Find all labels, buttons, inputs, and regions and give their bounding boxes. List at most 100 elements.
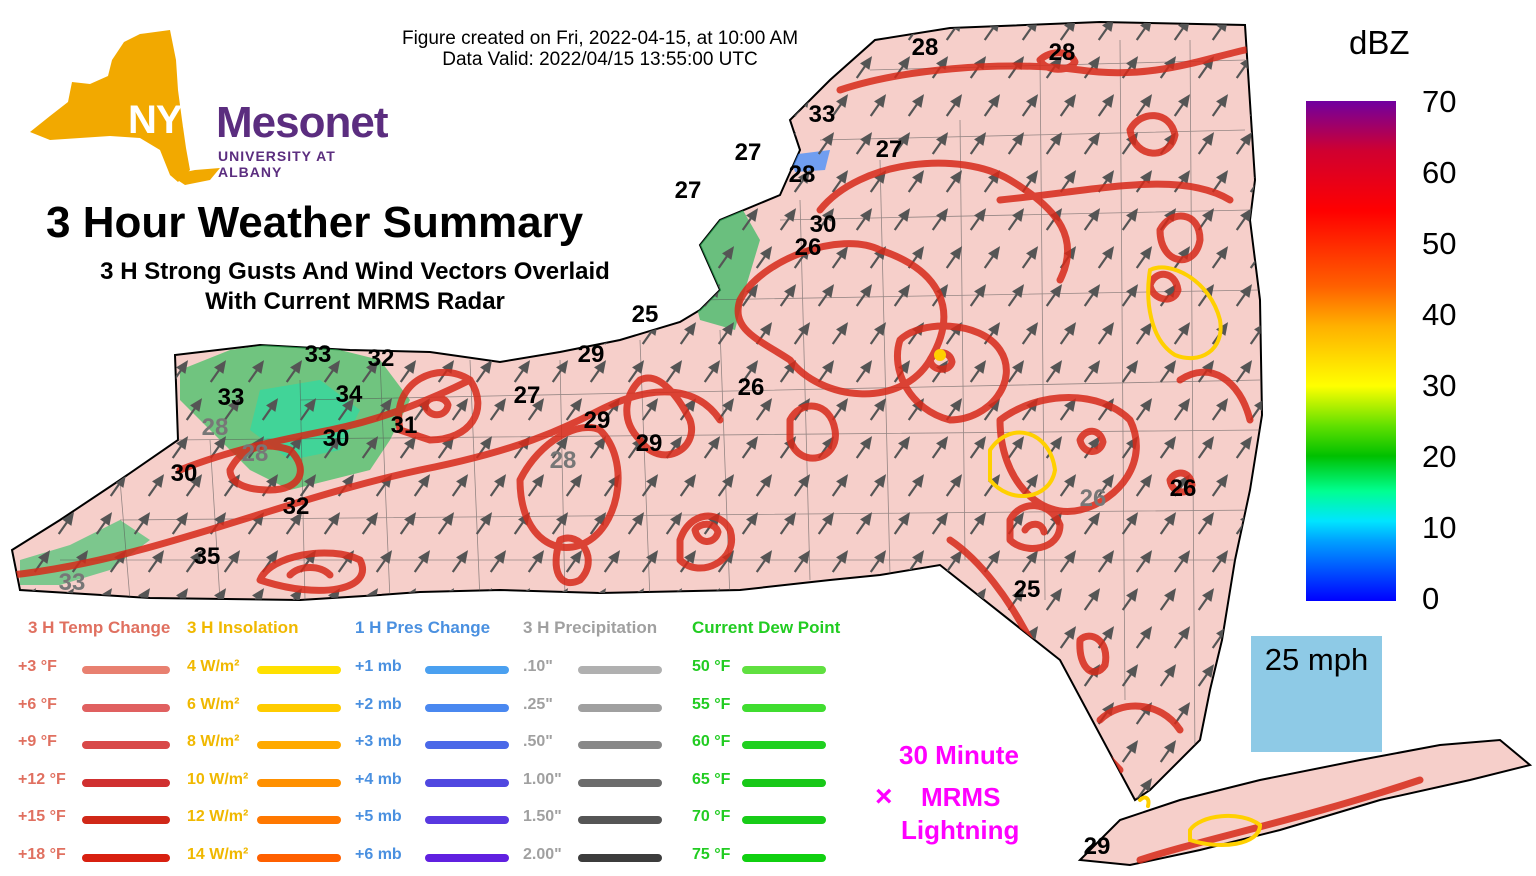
wind-vector-head	[456, 170, 469, 184]
wind-vector	[869, 630, 884, 649]
colorbar-tick: 20	[1422, 439, 1457, 474]
gust-label: 34	[336, 381, 363, 408]
wind-vector	[969, 668, 984, 687]
wind-vector-head	[760, 170, 773, 184]
wind-vector-head	[974, 436, 987, 450]
wind-vector	[703, 136, 718, 155]
wind-vector-head	[594, 436, 607, 450]
wind-vector-head	[760, 322, 773, 336]
wind-vector	[185, 326, 200, 345]
wind-vector	[551, 136, 566, 155]
legend-row-label: +3 °F	[18, 658, 57, 675]
wind-vector-head	[480, 436, 493, 450]
legend-row-label: 10 W/m²	[187, 770, 249, 788]
wind-vector-head	[974, 132, 987, 146]
wind-vector	[375, 326, 390, 345]
wind-vector-head	[380, 398, 393, 412]
legend-row: .10"	[523, 658, 698, 682]
lightning-legend-line-2: MRMS	[921, 782, 1001, 812]
wind-vector-head	[974, 512, 987, 526]
wind-vector	[717, 98, 732, 117]
wind-vector	[475, 136, 490, 155]
legend-row: +1 mb	[355, 658, 530, 682]
wind-vector-head	[266, 474, 279, 488]
wind-vector	[109, 326, 124, 345]
wind-vector-head	[76, 322, 89, 336]
gust-label: 29	[636, 430, 663, 457]
wind-vector	[413, 98, 428, 117]
wind-vector	[1275, 62, 1286, 78]
wind-vector-head	[456, 398, 469, 412]
wind-vector-head	[190, 322, 203, 336]
wind-vector-head	[746, 588, 759, 602]
wind-vector	[869, 22, 884, 41]
wind-vector-head	[822, 208, 835, 222]
wind-vector	[19, 364, 34, 383]
wind-vector-head	[190, 474, 203, 488]
gust-label: 26	[1080, 485, 1107, 512]
wind-vector-head	[556, 512, 569, 526]
wind-vector	[19, 516, 34, 535]
wind-vector-head	[1294, 248, 1302, 258]
wind-vector-head	[1012, 436, 1025, 450]
wind-vector	[831, 22, 846, 41]
wind-vector-head	[860, 436, 873, 450]
wind-vector-head	[1012, 512, 1025, 526]
legend-row: 10 W/m²	[187, 771, 362, 795]
gust-label: 30	[323, 425, 350, 452]
gust-label: 26	[738, 374, 765, 401]
legend-row: 70 °F	[692, 808, 867, 832]
legend-row-swatch	[425, 741, 509, 749]
legend-row-label: 65 °F	[692, 770, 731, 788]
wind-vector	[907, 782, 922, 800]
gust-label: 28	[1049, 39, 1076, 66]
wind-vector-head	[138, 360, 151, 374]
wind-vector	[817, 592, 832, 611]
legend-column: 3 H Insolation 4 W/m² 6 W/m² 8 W/m² 10 W/m² 1…	[187, 618, 357, 863]
wind-vector-head	[974, 360, 987, 374]
wind-vector-head	[608, 246, 621, 260]
wind-vector-head	[1026, 94, 1039, 108]
logo-nys-text: NYS	[128, 98, 208, 142]
wind-vector-head	[1178, 778, 1191, 792]
legend-row: +9 °F	[18, 733, 193, 757]
legend-row-label: 60 °F	[692, 733, 731, 750]
wind-vector	[983, 630, 998, 649]
wind-vector-head	[950, 626, 963, 640]
wind-vector	[641, 98, 656, 117]
legend-row: 75 °F	[692, 846, 867, 870]
wind-vector-head	[950, 170, 963, 184]
legend-row: +2 mb	[355, 696, 530, 720]
gust-label: 31	[391, 412, 418, 439]
wind-speed-key: 25 mph	[1251, 636, 1382, 752]
legend-row: 55 °F	[692, 696, 867, 720]
wind-vector-head	[190, 398, 203, 412]
wind-vector-head	[784, 132, 797, 146]
wind-vector	[779, 592, 794, 611]
wind-vector-head	[936, 208, 949, 222]
legend-row-swatch	[742, 703, 826, 712]
wind-vector-head	[214, 436, 227, 450]
legend-row-label: 4 W/m²	[187, 658, 240, 675]
legend-row-label: +2 mb	[355, 695, 402, 713]
colorbar-tick: 0	[1422, 581, 1440, 616]
wind-vector-head	[1126, 740, 1139, 754]
wind-vector-head	[1102, 170, 1115, 184]
wind-vector-head	[898, 132, 911, 146]
wind-vector-head	[798, 322, 811, 336]
gust-label: 32	[283, 493, 310, 520]
wind-vector-head	[936, 512, 949, 526]
gust-label: 35	[194, 543, 221, 570]
wind-vector-head	[1280, 438, 1288, 448]
legend-column: Current Dew Point 50 °F 55 °F 60 °F 65 °F 70 …	[692, 618, 862, 863]
wind-vector-head	[874, 22, 887, 32]
wind-vector-head	[1280, 134, 1288, 144]
wind-vector-head	[152, 246, 165, 260]
wind-vector-head	[874, 322, 887, 336]
legend-row-swatch	[82, 666, 170, 674]
wind-vector-head	[418, 94, 431, 108]
wind-vector-head	[988, 702, 1001, 716]
wind-vector-head	[290, 360, 303, 374]
wind-vector-head	[176, 436, 189, 450]
wind-vector-head	[1254, 94, 1262, 108]
